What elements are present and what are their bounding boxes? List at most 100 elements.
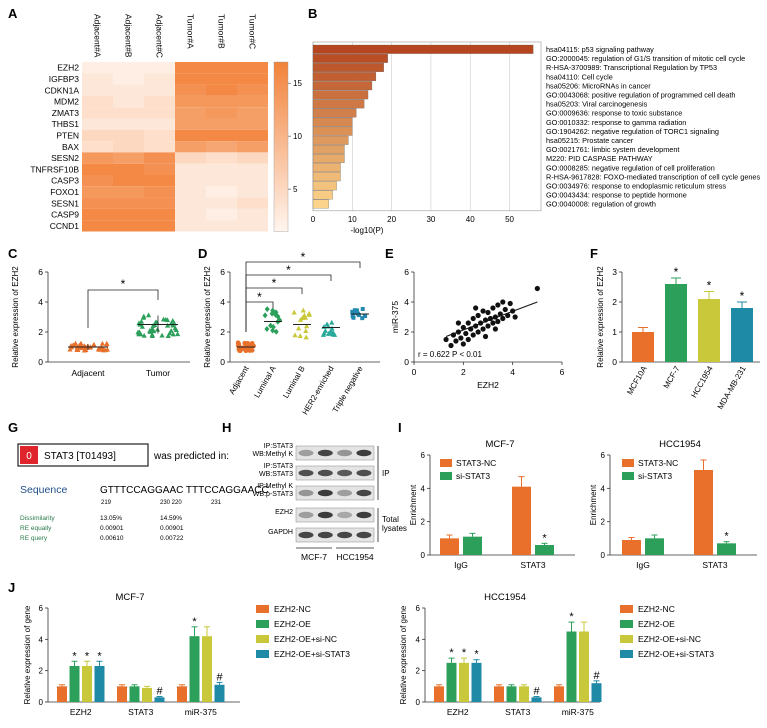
score-name: Dissimilarity bbox=[20, 515, 55, 522]
heatmap-cell bbox=[175, 95, 206, 108]
bar bbox=[154, 697, 165, 702]
legend-label: EZH2-NC bbox=[638, 604, 675, 614]
data-point bbox=[99, 340, 106, 346]
panel-f-bars: 0 1 2 3 Relative expression of EZH2 MCF10A * MC… bbox=[596, 265, 760, 411]
data-point bbox=[175, 331, 181, 337]
data-point bbox=[149, 331, 155, 337]
legend-swatch bbox=[620, 650, 633, 658]
heatmap-cell bbox=[113, 73, 144, 85]
bar bbox=[622, 540, 641, 555]
y-axis-label: miR-375 bbox=[390, 301, 400, 333]
data-point bbox=[141, 332, 147, 338]
heatmap-row-label: BAX bbox=[62, 142, 79, 152]
score-value-1: 0.00901 bbox=[100, 525, 124, 532]
enrichment-term: GO:0034976: response to endoplasmic reti… bbox=[546, 182, 726, 191]
enrichment-term: GO:0021761: limbic system development bbox=[546, 145, 679, 154]
data-point bbox=[135, 329, 141, 335]
enrichment-term: GO:0008285: negative regulation of cell … bbox=[546, 163, 715, 172]
enrichment-bar bbox=[312, 90, 369, 100]
data-point bbox=[168, 328, 174, 333]
data-point bbox=[154, 326, 161, 332]
x-tick-label: Adjacent bbox=[71, 368, 105, 378]
heatmap-cell bbox=[175, 84, 206, 96]
data-point bbox=[172, 325, 178, 331]
heatmap-cell bbox=[206, 84, 237, 96]
blot-band bbox=[337, 531, 353, 539]
data-point bbox=[273, 328, 279, 335]
enrichment-bar bbox=[312, 72, 377, 82]
enrichment-x-tick: 20 bbox=[387, 215, 396, 224]
blot-band bbox=[317, 469, 333, 477]
heatmap-cell bbox=[237, 118, 268, 130]
blot-band bbox=[356, 511, 372, 519]
legend-label: EZH2-OE bbox=[638, 619, 675, 629]
bar bbox=[189, 636, 200, 702]
heatmap-cell bbox=[237, 73, 268, 85]
blot-label: WB:Methyl K bbox=[253, 451, 294, 458]
cell-label: MCF-7 bbox=[301, 552, 327, 562]
heatmap-cell bbox=[82, 84, 113, 96]
heatmap-cell bbox=[206, 163, 237, 175]
significance-mark: * bbox=[542, 532, 547, 544]
blot-band bbox=[298, 511, 314, 519]
heatmap-cell bbox=[82, 62, 113, 74]
legend-swatch bbox=[620, 620, 633, 628]
data-point bbox=[460, 341, 466, 347]
enrichment-bar bbox=[312, 81, 373, 91]
panel-e-correlation: 00 2 2 4 4 6 6 EZH2 miR-375 r = 0.622 P < 0.01 bbox=[390, 267, 565, 390]
data-point bbox=[473, 305, 479, 311]
heatmap-cell bbox=[206, 197, 237, 209]
x-tick-label: miR-375 bbox=[562, 707, 594, 717]
enrichment-x-tick: 40 bbox=[466, 215, 475, 224]
y-tick-label: 0 bbox=[612, 357, 617, 367]
blot-label: WB:p-STAT3 bbox=[253, 491, 293, 498]
y-tick-label: 2 bbox=[39, 667, 44, 676]
enrichment-x-tick: 10 bbox=[348, 215, 357, 224]
bar bbox=[566, 631, 577, 702]
heatmap-cell bbox=[82, 220, 113, 232]
blot-band bbox=[356, 469, 372, 477]
x-tick-label: STAT3 bbox=[520, 560, 545, 570]
significance-star: * bbox=[674, 265, 679, 279]
sequence-position: 219 bbox=[101, 500, 112, 506]
data-point bbox=[534, 285, 540, 292]
y-axis-label: Relative expression of gene bbox=[399, 605, 408, 704]
blot-band bbox=[317, 449, 333, 457]
y-tick-label: 4 bbox=[404, 297, 409, 307]
blot-label: GAPDH bbox=[268, 529, 293, 536]
heatmap-cell bbox=[144, 186, 175, 198]
legend-label: STAT3-NC bbox=[638, 458, 678, 468]
x-tick-label: 6 bbox=[560, 367, 565, 377]
ip-label: IP bbox=[382, 469, 390, 478]
data-point bbox=[502, 306, 508, 313]
data-point bbox=[264, 306, 270, 313]
blot-band bbox=[356, 531, 372, 539]
y-tick-label: 0 bbox=[601, 551, 606, 560]
data-point bbox=[329, 319, 335, 325]
x-tick-label: IgG bbox=[636, 560, 650, 570]
score-value-2: 0.00901 bbox=[160, 525, 184, 532]
x-tick-label: Luminal B bbox=[281, 365, 307, 400]
legend-label: EZH2-OE+si-STAT3 bbox=[274, 649, 350, 659]
heatmap-colorbar bbox=[273, 61, 289, 232]
heatmap-cell bbox=[82, 73, 113, 85]
y-tick-label: 2 bbox=[38, 327, 43, 337]
significance-star: * bbox=[740, 289, 745, 303]
blot-band bbox=[356, 489, 372, 497]
data-point bbox=[270, 327, 276, 334]
bar bbox=[471, 662, 482, 702]
score-value-2: 0.00722 bbox=[160, 535, 184, 542]
data-point bbox=[70, 342, 76, 348]
blot-band bbox=[317, 489, 333, 497]
heatmap-cell bbox=[206, 141, 237, 153]
data-point bbox=[460, 324, 466, 331]
enrichment-term: GO:1904262: negative regulation of TORC1… bbox=[546, 127, 719, 136]
heatmap-cell bbox=[113, 175, 144, 187]
heatmap-cell bbox=[175, 129, 206, 142]
significance-mark: * bbox=[72, 650, 77, 662]
blot-label: WB:STAT3 bbox=[259, 471, 293, 478]
heatmap-cell bbox=[144, 208, 175, 221]
cell-label: HCC1954 bbox=[336, 552, 374, 562]
heatmap-cell bbox=[175, 118, 206, 130]
y-tick-label: 4 bbox=[39, 635, 44, 644]
